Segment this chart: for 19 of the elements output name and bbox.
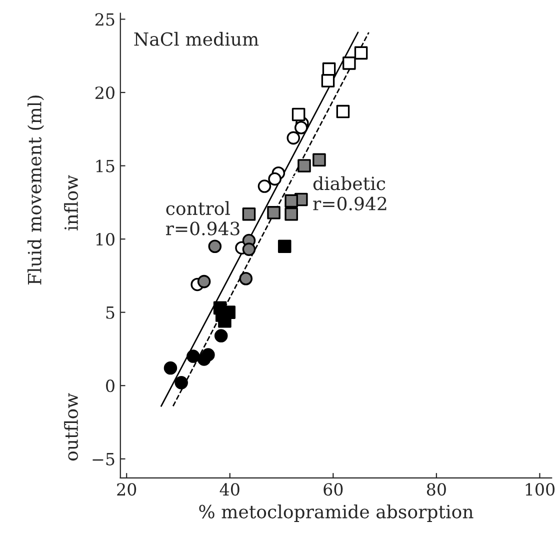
text: outflow <box>64 393 78 461</box>
y-tick-label: −5 <box>92 453 114 466</box>
annotation: diabetic r=0.942 <box>313 176 386 210</box>
text: inflow <box>64 175 78 230</box>
x-tick-label: 40 <box>220 483 240 496</box>
annotation: control r=0.943 <box>166 201 240 236</box>
y-tick-label: 25 <box>95 13 114 26</box>
y-tick-label: 15 <box>96 160 114 172</box>
y-tick-label: 0 <box>106 380 114 392</box>
y-tick-label: 10 <box>96 233 114 246</box>
x-tick-label: 60 <box>324 483 343 496</box>
x-tick-label: 100 <box>526 483 555 496</box>
y-tick-label: 5 <box>106 306 114 319</box>
y-axis-title: Fluid movement (ml) <box>27 96 44 285</box>
x-tick-label: 80 <box>426 483 446 496</box>
x-axis-title: % metoclopramide absorption <box>199 504 474 522</box>
x-tick-label: 20 <box>117 483 136 496</box>
y-tick-label: 20 <box>95 86 114 100</box>
annotation: NaCl medium <box>134 32 259 46</box>
